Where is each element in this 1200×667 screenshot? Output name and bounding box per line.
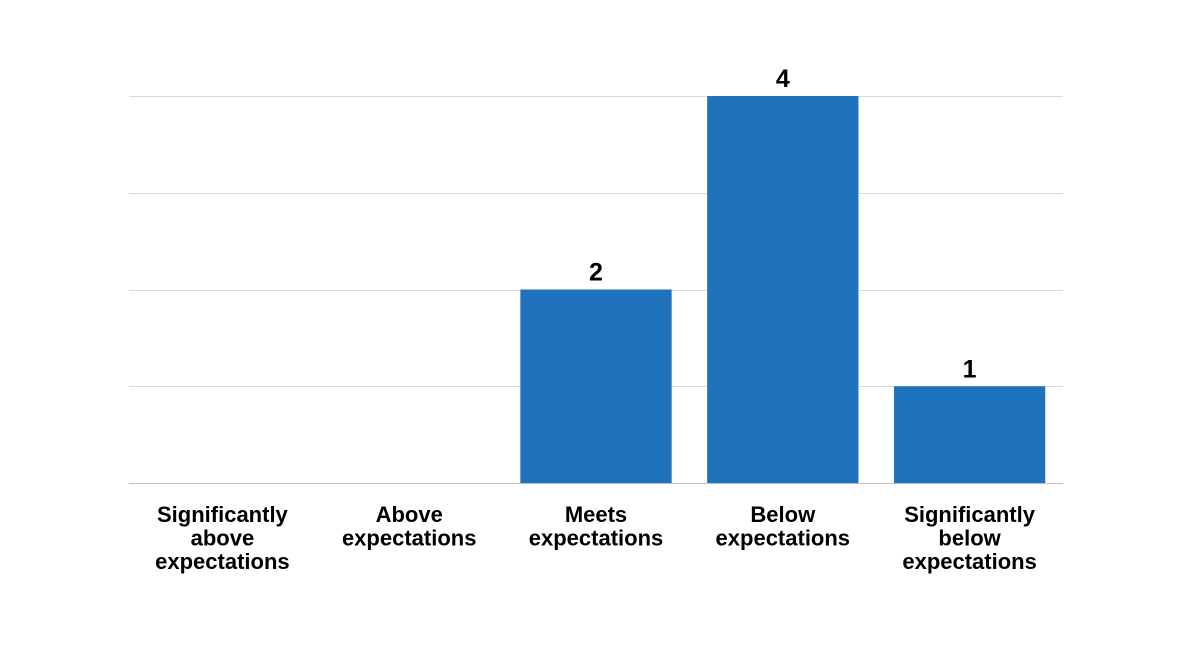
data-labels: 2 4 1 bbox=[589, 65, 977, 383]
x-tick-label: Significantly below expectations bbox=[902, 502, 1037, 574]
x-axis-tick-labels: Significantly above expectations Above expec… bbox=[155, 502, 1037, 574]
data-label: 4 bbox=[776, 65, 790, 93]
x-tick-label: Meets expectations bbox=[529, 502, 664, 551]
data-label: 2 bbox=[589, 259, 603, 287]
x-tick-label: Below expectations bbox=[716, 502, 851, 551]
x-tick-label: Above expectations bbox=[342, 502, 477, 551]
bars bbox=[520, 96, 1046, 483]
x-tick-label: Significantly above expectations bbox=[155, 502, 290, 574]
bar bbox=[893, 386, 1046, 483]
bar bbox=[520, 289, 672, 483]
bar bbox=[707, 96, 859, 483]
data-label: 1 bbox=[963, 355, 977, 383]
